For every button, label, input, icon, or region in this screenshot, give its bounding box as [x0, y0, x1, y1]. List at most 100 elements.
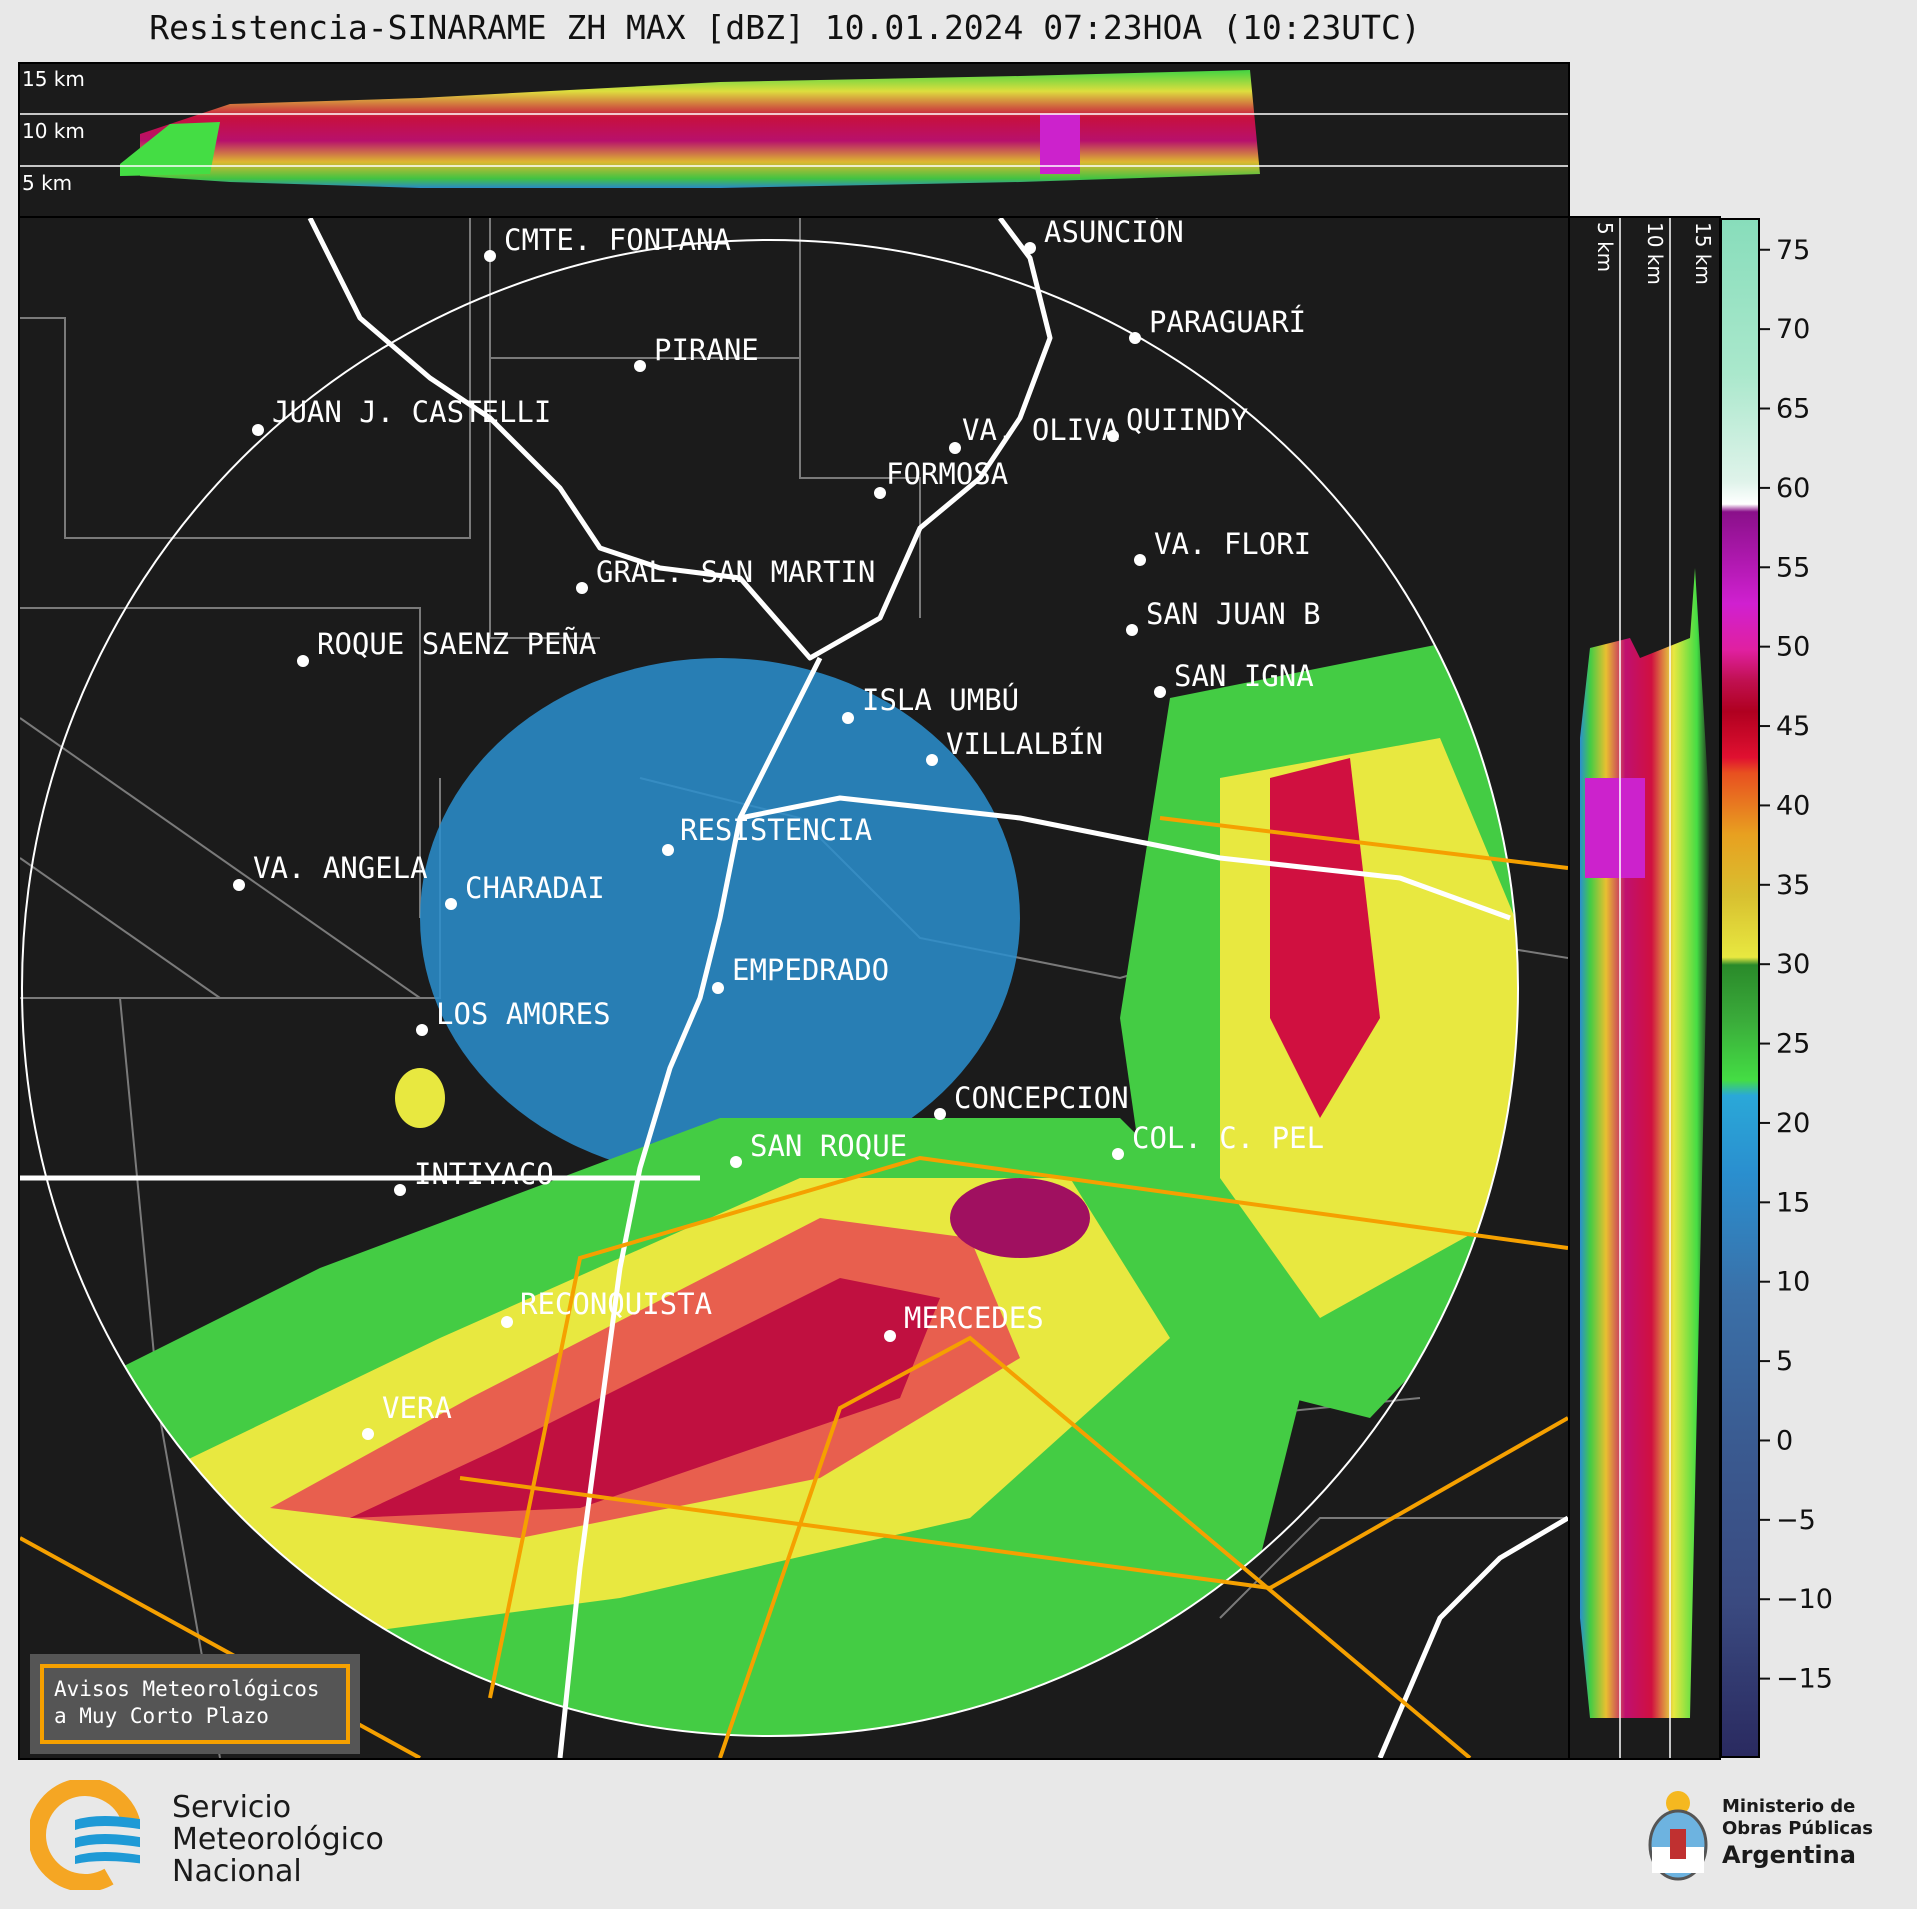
colorbar-tick-label: 25 [1776, 1029, 1810, 1060]
city-cmte-fontana: CMTE. FONTANA [484, 223, 731, 262]
colorbar-tick-label: −10 [1776, 1584, 1833, 1615]
city-pirane: PIRANE [634, 333, 759, 372]
argentina-coat-of-arms-icon [1642, 1785, 1714, 1885]
city-empedrado: EMPEDRADO [712, 953, 889, 994]
colorbar-tick-label: 75 [1776, 235, 1810, 266]
top-km-label-5: 5 km [22, 171, 72, 195]
city-va-oliva: VA. OLIVA [949, 413, 1119, 454]
echo-south-red [350, 1278, 940, 1518]
svg-text:PARAGUARÍ: PARAGUARÍ [1149, 305, 1306, 339]
rivers [20, 218, 1568, 1758]
smn-logo [30, 1780, 140, 1890]
svg-text:RESISTENCIA: RESISTENCIA [680, 813, 872, 847]
colorbar-tick-label: 5 [1776, 1346, 1793, 1377]
svg-text:CMTE. FONTANA: CMTE. FONTANA [504, 223, 731, 257]
city-roque-saenz-pena: ROQUE SAENZ PEÑA [297, 627, 596, 667]
side-echo-band [1580, 568, 1710, 1718]
svg-text:MERCEDES: MERCEDES [904, 1301, 1044, 1335]
echo-core [950, 1178, 1090, 1258]
svg-text:VILLALBÍN: VILLALBÍN [946, 727, 1103, 761]
side-echo-core [1585, 778, 1645, 878]
city-va-flori: VA. FLORI [1134, 527, 1311, 566]
city-col-c-pel: COL. C. PEL [1112, 1121, 1324, 1160]
city-juan-j-castelli: JUAN J. CASTELLI [252, 395, 551, 436]
warning-polygons [20, 816, 1568, 1758]
svg-text:ROQUE SAENZ PEÑA: ROQUE SAENZ PEÑA [317, 627, 596, 661]
city-charadai: CHARADAI [445, 871, 605, 910]
svg-text:VA. OLIVA: VA. OLIVA [962, 413, 1119, 447]
radar-range-ring [21, 239, 1519, 1737]
colorbar-tick-label: 60 [1776, 473, 1810, 504]
city-quiindy: QUIINDY [1107, 403, 1248, 442]
svg-text:SAN IGNA: SAN IGNA [1174, 659, 1314, 693]
city-san-juan-b: SAN JUAN B [1126, 597, 1321, 636]
side-km-label-15: 15 km [1691, 222, 1715, 285]
city-vera: VERA [362, 1391, 452, 1440]
city-formosa: FORMOSA [874, 457, 1008, 499]
colorbar-tick-label: 15 [1776, 1187, 1810, 1218]
svg-text:FORMOSA: FORMOSA [886, 457, 1008, 491]
colorbar [1720, 218, 1760, 1758]
top-echo-green-left [120, 122, 220, 176]
city-concepcion: CONCEPCION [934, 1081, 1129, 1120]
city-san-igna: SAN IGNA [1154, 659, 1314, 698]
svg-text:RECONQUISTA: RECONQUISTA [520, 1287, 712, 1321]
echo-east-red [1270, 758, 1380, 1118]
smn-wave-icon [75, 1816, 140, 1830]
city-isla-umbu: ISLA UMBÚ [842, 683, 1019, 724]
svg-text:CONCEPCION: CONCEPCION [954, 1081, 1129, 1115]
svg-text:CHARADAI: CHARADAI [465, 871, 605, 905]
svg-text:VA. FLORI: VA. FLORI [1154, 527, 1311, 561]
colorbar-tick-label: −15 [1776, 1664, 1833, 1695]
colorbar-tick-label: −5 [1776, 1505, 1816, 1536]
city-resistencia: RESISTENCIA [662, 813, 872, 856]
colorbar-tick-label: 45 [1776, 711, 1810, 742]
alert-line-1: Avisos Meteorológicos [54, 1677, 320, 1701]
svg-text:ISLA UMBÚ: ISLA UMBÚ [862, 683, 1019, 717]
side-km-label-10: 10 km [1643, 222, 1667, 285]
colorbar-tick-label: 0 [1776, 1425, 1793, 1456]
svg-text:LOS AMORES: LOS AMORES [436, 997, 611, 1031]
svg-text:SAN ROQUE: SAN ROQUE [750, 1129, 907, 1163]
svg-text:INTIYACO: INTIYACO [414, 1157, 554, 1191]
radar-echoes [22, 638, 1518, 1736]
svg-text:JUAN J. CASTELLI: JUAN J. CASTELLI [272, 395, 551, 429]
colorbar-tick-label: 55 [1776, 552, 1810, 583]
top-echo-core [1040, 114, 1080, 174]
city-san-roque: SAN ROQUE [730, 1129, 907, 1168]
city-paraguari: PARAGUARÍ [1129, 305, 1306, 344]
city-mercedes: MERCEDES [884, 1301, 1044, 1342]
radar-map-panel: CMTE. FONTANA ASUNCIÓN PARAGUARÍ PIRANE … [18, 216, 1570, 1760]
city-markers: CMTE. FONTANA ASUNCIÓN PARAGUARÍ PIRANE … [233, 218, 1324, 1440]
side-cross-section-panel: 5 km 10 km 15 km [1568, 216, 1721, 1760]
svg-text:EMPEDRADO: EMPEDRADO [732, 953, 889, 987]
colorbar-tick-label: 10 [1776, 1267, 1810, 1298]
colorbar-tick-label: 50 [1776, 632, 1810, 663]
colorbar-tick-label: 40 [1776, 790, 1810, 821]
city-asuncion: ASUNCIÓN [1024, 218, 1184, 254]
svg-text:VERA: VERA [382, 1391, 452, 1425]
svg-text:COL. C. PEL: COL. C. PEL [1132, 1121, 1324, 1155]
alert-line-2: a Muy Corto Plazo [54, 1704, 269, 1728]
short-term-alerts-box: Avisos Meteorológicos a Muy Corto Plazo [30, 1654, 360, 1754]
ministry-text: Ministerio de Obras Públicas Argentina [1722, 1796, 1873, 1869]
city-intiyaco: INTIYACO [394, 1157, 554, 1196]
top-km-label-15: 15 km [22, 67, 85, 91]
city-los-amores: LOS AMORES [416, 997, 611, 1036]
side-km-label-5: 5 km [1593, 222, 1617, 272]
top-echo-band [140, 70, 1260, 188]
echo-cell-west [395, 1068, 445, 1128]
colorbar-tick-label: 65 [1776, 394, 1810, 425]
smn-logo-text: Servicio Meteorológico Nacional [172, 1790, 384, 1889]
svg-text:VA. ANGELA: VA. ANGELA [253, 851, 428, 885]
top-cross-section-panel: 15 km 10 km 5 km [18, 62, 1570, 218]
city-gral-san-martin: GRAL. SAN MARTIN [576, 555, 875, 594]
colorbar-tick-label: 20 [1776, 1108, 1810, 1139]
colorbar-tick-label: 35 [1776, 870, 1810, 901]
colorbar-tick-label: 70 [1776, 314, 1810, 345]
city-reconquista: RECONQUISTA [501, 1287, 712, 1328]
svg-text:GRAL. SAN MARTIN: GRAL. SAN MARTIN [596, 555, 875, 589]
city-villalbin: VILLALBÍN [926, 727, 1103, 766]
city-va-angela: VA. ANGELA [233, 851, 428, 891]
